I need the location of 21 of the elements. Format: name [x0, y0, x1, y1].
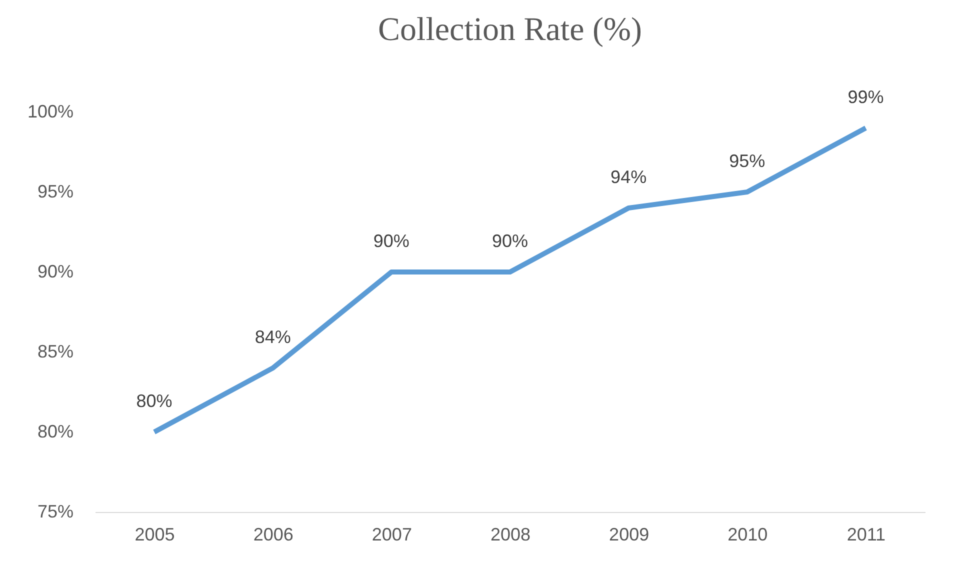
data-label: 99% — [848, 87, 884, 107]
x-tick-label: 2009 — [609, 524, 650, 544]
y-tick-label: 80% — [37, 422, 74, 442]
y-tick-label: 85% — [37, 342, 74, 362]
y-tick-label: 100% — [27, 102, 74, 122]
data-label: 95% — [729, 151, 766, 171]
data-label: 94% — [610, 167, 647, 187]
data-label: 84% — [254, 327, 291, 347]
x-tick-label: 2005 — [134, 524, 175, 544]
data-label: 90% — [492, 231, 528, 251]
y-tick-label: 90% — [37, 262, 74, 282]
data-label: 80% — [136, 391, 172, 411]
x-tick-label: 2008 — [490, 524, 531, 544]
x-tick-label: 2006 — [253, 524, 294, 544]
data-label: 90% — [373, 231, 410, 251]
y-tick-label: 95% — [37, 182, 74, 202]
x-tick-label: 2011 — [846, 524, 886, 544]
y-tick-label: 75% — [37, 502, 74, 522]
x-tick-label: 2007 — [372, 524, 412, 544]
chart-title: Collection Rate (%) — [378, 12, 642, 48]
x-tick-label: 2010 — [728, 524, 768, 544]
